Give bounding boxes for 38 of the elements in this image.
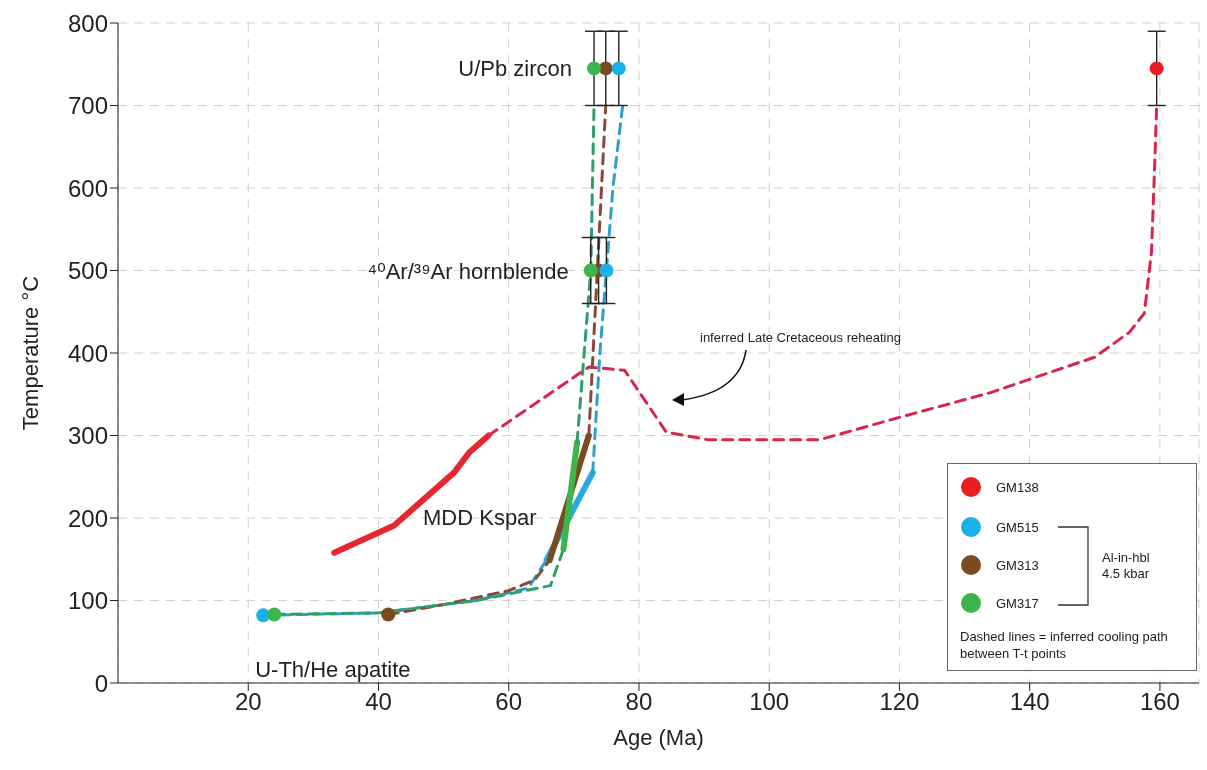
legend-label: GM317 bbox=[996, 595, 1039, 611]
y-tick-label: 200 bbox=[67, 504, 108, 532]
y-tick-label: 500 bbox=[67, 257, 108, 285]
x-tick-label: 160 bbox=[1139, 688, 1180, 716]
y-tick-label: 700 bbox=[67, 92, 108, 120]
annotation: U/Pb zircon bbox=[458, 56, 573, 82]
y-tick-label: 400 bbox=[67, 339, 108, 367]
annotation: ⁴⁰Ar/³⁹Ar hornblende bbox=[367, 258, 569, 284]
annotation: inferred Late Cretaceous reheating bbox=[700, 330, 901, 345]
x-tick-label: 140 bbox=[1009, 688, 1050, 716]
y-tick-label: 300 bbox=[67, 422, 108, 450]
x-tick-label: 100 bbox=[749, 688, 790, 716]
annotation: Al-in-hbl 4.5 kbar bbox=[1102, 550, 1151, 582]
line-series bbox=[591, 104, 625, 475]
annotation: Dashed lines = inferred cooling path between T-t points bbox=[960, 628, 1169, 662]
point bbox=[583, 263, 598, 278]
legend-label: GM515 bbox=[996, 519, 1039, 535]
y-tick-label: 800 bbox=[67, 9, 108, 37]
y-axis-title: Temperature °C bbox=[17, 275, 43, 431]
x-tick-label: 80 bbox=[625, 688, 653, 716]
point bbox=[599, 263, 614, 278]
annotation: U-Th/He apatite bbox=[255, 657, 411, 683]
point bbox=[587, 61, 602, 76]
point bbox=[267, 607, 282, 622]
legend-label: GM313 bbox=[996, 557, 1039, 573]
point bbox=[381, 607, 396, 622]
x-tick-label: 20 bbox=[234, 688, 262, 716]
point bbox=[611, 61, 626, 76]
y-tick-label: 0 bbox=[94, 669, 108, 697]
x-tick-label: 120 bbox=[879, 688, 920, 716]
legend-label: GM138 bbox=[996, 479, 1039, 495]
x-tick-label: 40 bbox=[365, 688, 392, 716]
y-tick-label: 600 bbox=[67, 174, 108, 202]
y-tick-label: 100 bbox=[67, 587, 108, 615]
x-axis-title: Age (Ma) bbox=[613, 725, 704, 750]
x-tick-label: 60 bbox=[495, 688, 523, 716]
point bbox=[1149, 61, 1164, 76]
annotation: MDD Kspar bbox=[423, 505, 537, 531]
